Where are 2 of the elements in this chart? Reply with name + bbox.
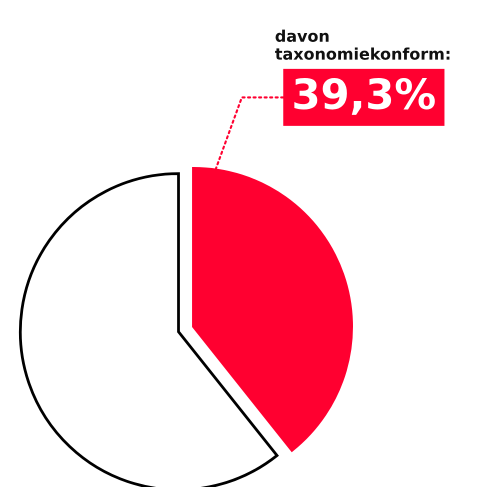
chart-title: davon taxonomiekonform:: [275, 30, 450, 60]
data-label: 39,3%: [294, 78, 435, 115]
